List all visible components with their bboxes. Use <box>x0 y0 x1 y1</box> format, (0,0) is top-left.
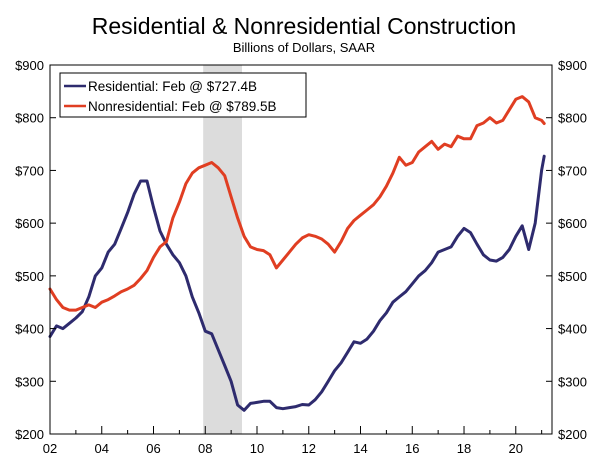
x-tick-label: 08 <box>198 441 212 456</box>
x-tick-label: 12 <box>302 441 316 456</box>
y-tick-label-left: $600 <box>15 216 44 231</box>
y-tick-label-left: $200 <box>15 427 44 442</box>
legend-label-residential: Residential: Feb @ $727.4B <box>88 79 257 94</box>
x-tick-label: 04 <box>95 441 109 456</box>
y-tick-label-right: $200 <box>558 427 587 442</box>
y-tick-label-right: $600 <box>558 216 587 231</box>
y-tick-label-right: $900 <box>558 58 587 73</box>
x-tick-label: 16 <box>405 441 419 456</box>
series-line-nonresidential <box>48 95 546 312</box>
chart-subtitle: Billions of Dollars, SAAR <box>233 40 375 55</box>
y-tick-label-right: $800 <box>558 111 587 126</box>
x-tick-label: 10 <box>250 441 264 456</box>
y-tick-label-right: $300 <box>558 374 587 389</box>
y-tick-label-left: $400 <box>15 322 44 337</box>
x-tick-label: 20 <box>509 441 523 456</box>
x-tick-label: 06 <box>146 441 160 456</box>
x-tick-label: 18 <box>457 441 471 456</box>
plot-frame <box>49 64 553 435</box>
recession-band <box>203 65 243 434</box>
legend-label-nonresidential: Nonresidential: Feb @ $789.5B <box>88 99 277 114</box>
y-tick-label-left: $700 <box>15 163 44 178</box>
y-tick-label-left: $500 <box>15 269 44 284</box>
x-tick-label: 14 <box>353 441 367 456</box>
legend-box <box>59 72 307 118</box>
y-tick-label-right: $700 <box>558 163 587 178</box>
chart-title: Residential & Nonresidential Constructio… <box>92 13 516 39</box>
y-tick-label-left: $900 <box>15 58 44 73</box>
legend: Residential: Feb @ $727.4B Nonresidentia… <box>59 72 307 118</box>
y-tick-label-left: $800 <box>15 111 44 126</box>
x-tick-label: 02 <box>43 441 57 456</box>
y-tick-label-right: $400 <box>558 322 587 337</box>
series-line-residential <box>48 154 546 412</box>
y-tick-label-right: $500 <box>558 269 587 284</box>
y-tick-label-left: $300 <box>15 374 44 389</box>
